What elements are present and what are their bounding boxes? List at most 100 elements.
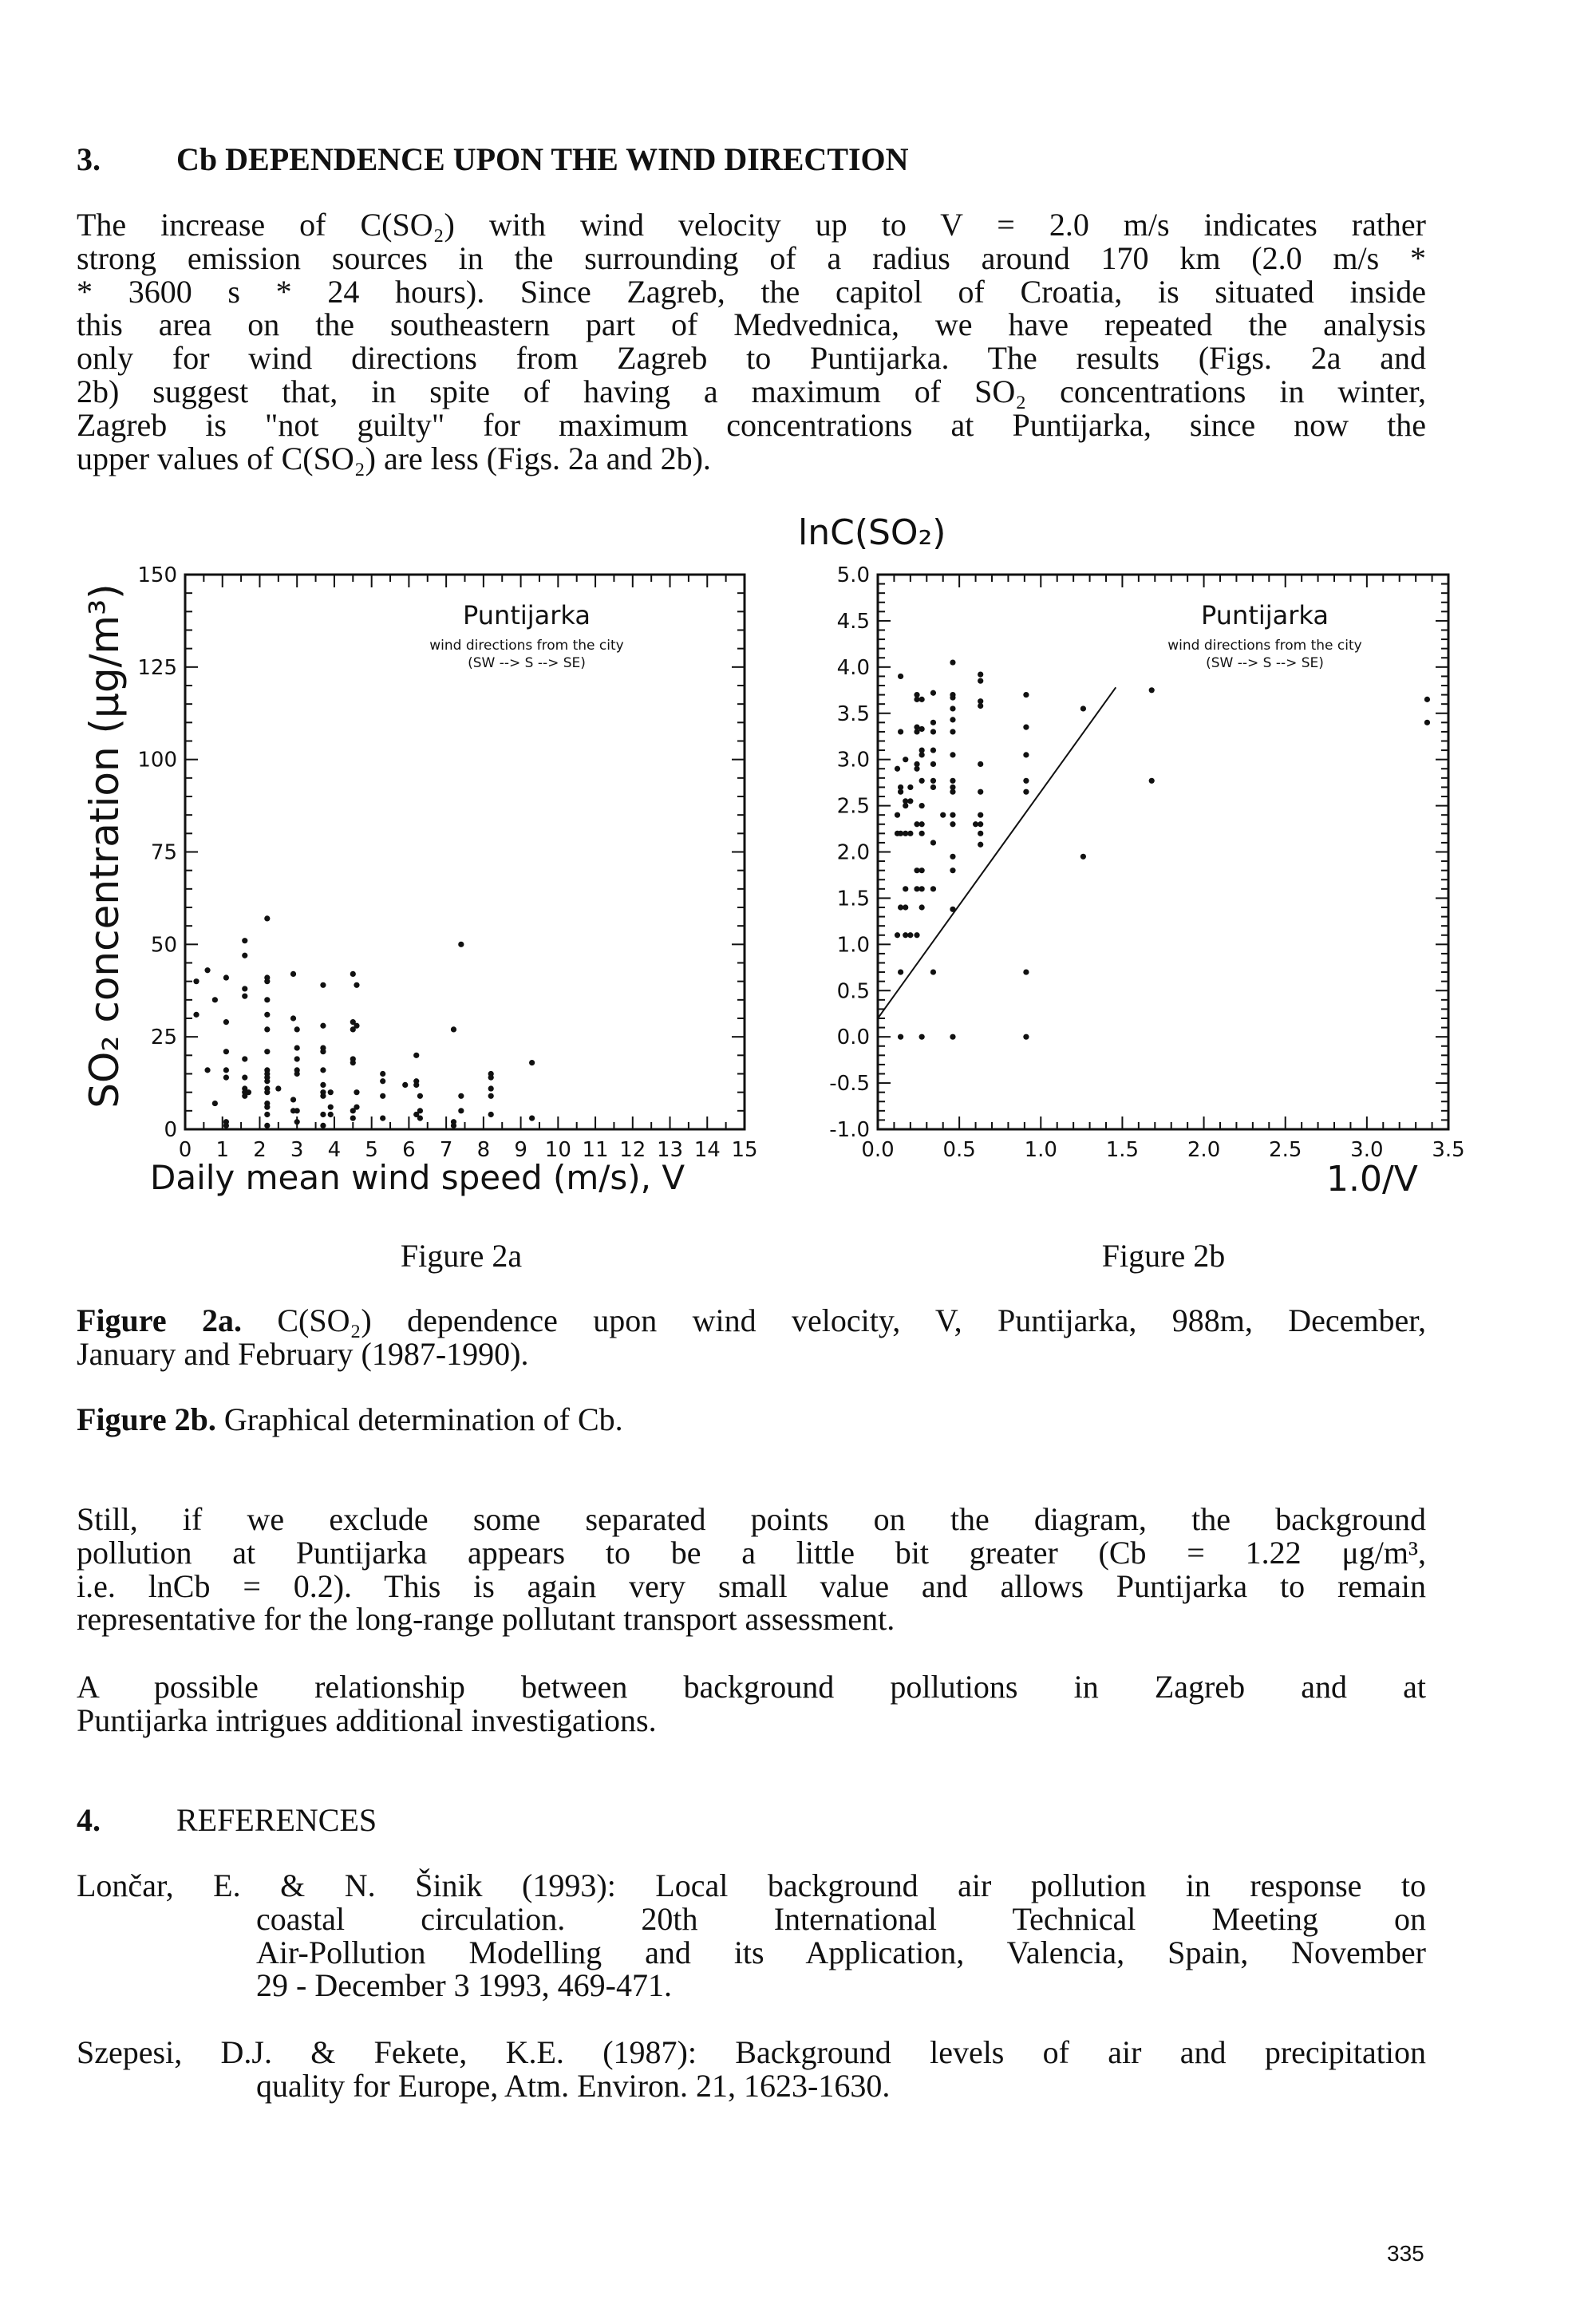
text-line: 29 - December 3 1993, 469-471. bbox=[256, 1967, 672, 2004]
data-point bbox=[894, 932, 901, 939]
data-point bbox=[264, 978, 271, 985]
data-point bbox=[458, 1093, 464, 1099]
data-point bbox=[193, 1011, 200, 1018]
data-point bbox=[242, 1074, 248, 1081]
x-tick-label: 9 bbox=[514, 1138, 527, 1162]
data-point bbox=[930, 719, 937, 725]
x-tick-label: 3.5 bbox=[1432, 1138, 1464, 1162]
data-point bbox=[242, 993, 248, 999]
x-tick-label: 14 bbox=[694, 1138, 721, 1162]
data-point bbox=[290, 1097, 297, 1103]
x-tick-label: 11 bbox=[583, 1138, 609, 1162]
data-point bbox=[918, 821, 925, 828]
data-point bbox=[413, 1081, 420, 1088]
caption-2a-label: Figure 2a. bbox=[77, 1302, 242, 1338]
data-point bbox=[1023, 1034, 1029, 1040]
data-point bbox=[264, 915, 271, 922]
data-point bbox=[1148, 687, 1155, 694]
data-point bbox=[1424, 696, 1431, 702]
x-tick-label: 1 bbox=[215, 1138, 229, 1162]
data-point bbox=[930, 784, 937, 791]
data-point bbox=[264, 1078, 271, 1085]
data-point bbox=[903, 798, 909, 804]
data-point bbox=[907, 798, 914, 804]
data-point bbox=[320, 1022, 326, 1029]
data-point bbox=[898, 969, 904, 975]
text-line: upper values of C(SO₂) are less (Figs. 2… bbox=[77, 440, 711, 476]
data-point bbox=[1080, 705, 1086, 712]
data-point bbox=[320, 982, 326, 988]
data-point bbox=[242, 986, 248, 992]
caption-2b: Figure 2b. Graphical determination of Cb… bbox=[77, 1403, 1426, 1437]
section-number: 4. bbox=[77, 1802, 101, 1838]
paragraph-background: Still, if we exclude some separated poin… bbox=[77, 1503, 1426, 1636]
x-tick-label: 8 bbox=[477, 1138, 491, 1162]
data-point bbox=[529, 1060, 535, 1066]
data-point bbox=[264, 997, 271, 1003]
data-point bbox=[327, 1089, 334, 1096]
data-point bbox=[898, 830, 904, 836]
data-point bbox=[1023, 724, 1029, 730]
data-point bbox=[918, 802, 925, 809]
legend-subtitle: (SW --> S --> SE) bbox=[1206, 655, 1324, 671]
text-line: 2b) suggest that, in spite of having a m… bbox=[77, 373, 1426, 409]
data-point bbox=[450, 1122, 457, 1128]
data-point bbox=[350, 970, 356, 977]
data-point bbox=[413, 1052, 420, 1058]
data-point bbox=[458, 1108, 464, 1114]
data-point bbox=[242, 938, 248, 944]
data-point bbox=[930, 747, 937, 753]
data-point bbox=[242, 1056, 248, 1062]
y-tick-label: 1.0 bbox=[837, 933, 870, 957]
text-line: i.e. lnCb = 0.2). This is again very sma… bbox=[77, 1567, 1426, 1604]
figure-2b-label: Figure 2b bbox=[1101, 1238, 1226, 1274]
y-tick-label: 0.5 bbox=[837, 979, 870, 1003]
data-point bbox=[907, 830, 914, 836]
x-tick-label: 1.5 bbox=[1106, 1138, 1139, 1162]
data-point bbox=[1023, 969, 1029, 975]
section-3-heading: 3. Cb DEPENDENCE UPON THE WIND DIRECTION bbox=[77, 140, 909, 178]
text-line: quality for Europe, Atm. Environ. 21, 16… bbox=[256, 2067, 891, 2104]
y-tick-label: 2.0 bbox=[837, 841, 870, 865]
data-point bbox=[294, 1056, 300, 1062]
data-point bbox=[1023, 691, 1029, 698]
caption-2a-line: C(SO₂) dependence upon wind velocity, V,… bbox=[241, 1302, 1427, 1338]
data-point bbox=[940, 812, 946, 818]
data-point bbox=[264, 1104, 271, 1110]
data-point bbox=[978, 821, 984, 828]
y-tick-label: 0.0 bbox=[837, 1026, 870, 1049]
data-point bbox=[950, 694, 956, 701]
data-point bbox=[1023, 752, 1029, 758]
data-point bbox=[930, 969, 937, 975]
text-line: pollution at Puntijarka appears to be a … bbox=[77, 1534, 1426, 1571]
data-point bbox=[417, 1115, 424, 1121]
x-tick-label: 3 bbox=[290, 1138, 304, 1162]
data-point bbox=[898, 788, 904, 795]
x-axis-label: 1.0/V bbox=[1326, 1159, 1418, 1199]
data-point bbox=[914, 932, 920, 939]
data-point bbox=[914, 765, 920, 772]
paragraph-intro: The increase of C(SO₂) with wind velocit… bbox=[77, 208, 1426, 475]
data-point bbox=[978, 761, 984, 768]
text-line: The increase of C(SO₂) with wind velocit… bbox=[77, 207, 1426, 243]
data-point bbox=[223, 1019, 230, 1026]
data-point bbox=[930, 690, 937, 696]
data-point bbox=[978, 678, 984, 684]
data-point bbox=[264, 1122, 271, 1128]
data-point bbox=[204, 1067, 211, 1073]
data-point bbox=[918, 696, 925, 702]
caption-2a-line: January and February (1987-1990). bbox=[77, 1335, 529, 1372]
y-tick-label: 3.0 bbox=[837, 749, 870, 773]
data-point bbox=[1080, 853, 1086, 860]
data-point bbox=[950, 784, 956, 791]
data-point bbox=[380, 1070, 386, 1077]
data-point bbox=[972, 821, 979, 828]
data-point bbox=[907, 932, 914, 939]
data-point bbox=[950, 812, 956, 818]
data-point bbox=[211, 1100, 218, 1107]
figure-2a-label: Figure 2a bbox=[400, 1238, 523, 1274]
data-point bbox=[914, 821, 920, 828]
x-tick-label: 6 bbox=[402, 1138, 416, 1162]
data-point bbox=[380, 1115, 386, 1121]
data-point bbox=[918, 747, 925, 753]
